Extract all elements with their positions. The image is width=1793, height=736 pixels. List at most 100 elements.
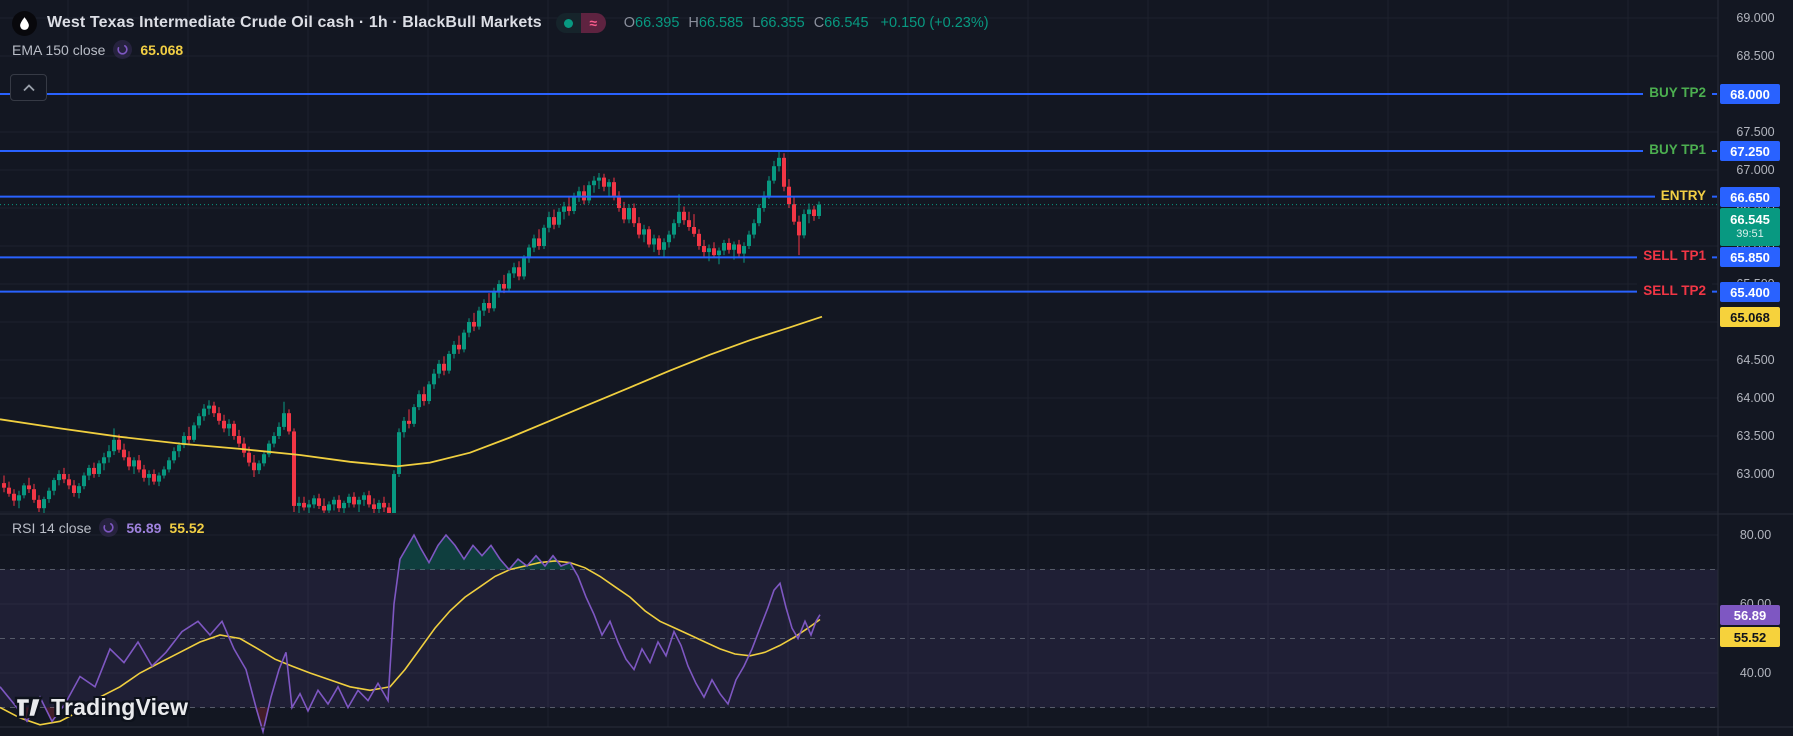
candle-body <box>102 457 106 464</box>
candle-body <box>87 467 91 476</box>
candle-body <box>567 206 571 212</box>
candle-body <box>287 413 291 432</box>
candle-body <box>697 233 701 246</box>
chevron-up-icon <box>22 83 35 91</box>
candle-body <box>487 303 491 309</box>
candle-body <box>727 242 731 250</box>
candle-body <box>152 474 156 482</box>
candle-body <box>632 208 636 224</box>
candle-body <box>67 479 71 486</box>
candle-body <box>237 436 241 444</box>
price-tick: 63.000 <box>1736 467 1775 481</box>
rsi-study-label: RSI 14 close <box>12 519 92 536</box>
rsi-ma-line[interactable] <box>0 560 821 726</box>
candle-body <box>682 211 686 221</box>
candle-body <box>32 489 36 500</box>
candle-body <box>702 246 706 253</box>
candle-body <box>137 460 141 470</box>
candle-body <box>397 432 401 474</box>
candle-body <box>147 474 151 478</box>
candle-body <box>562 206 566 212</box>
candle-body <box>297 502 301 506</box>
pane-collapse-button[interactable] <box>10 74 47 101</box>
tradingview-logo[interactable]: TradingView <box>14 694 188 721</box>
candle-body <box>742 246 746 254</box>
candle-body <box>207 405 211 409</box>
candle-body <box>117 439 121 450</box>
market-open-dot-icon <box>555 13 581 33</box>
price-tick: 68.500 <box>1736 49 1775 63</box>
candle-body <box>587 185 591 201</box>
candle-body <box>637 223 641 235</box>
axis-badge: 67.250 <box>1720 141 1780 161</box>
candle-body <box>167 460 171 470</box>
candle-body <box>777 157 781 167</box>
candle-body <box>202 408 206 417</box>
price-pane[interactable] <box>0 151 823 517</box>
candle-body <box>382 502 386 508</box>
candle-body <box>402 420 406 433</box>
candle-body <box>462 332 466 350</box>
candle-body <box>357 499 361 505</box>
level-label-entry[interactable]: ENTRY <box>1654 186 1712 204</box>
candle-body <box>57 474 61 481</box>
axis-badge: 66.545 39:51 <box>1720 208 1780 246</box>
ema-study-row[interactable]: EMA 150 close 65.068 <box>12 40 183 59</box>
ema-study-label: EMA 150 close <box>12 41 106 58</box>
candle-body <box>472 322 476 327</box>
candle-body <box>182 436 186 446</box>
market-status-pill[interactable]: ≈ <box>555 13 606 33</box>
candle-body <box>792 204 796 222</box>
ema-line[interactable] <box>0 315 823 468</box>
level-label-sell-tp1[interactable]: SELL TP1 <box>1637 247 1712 265</box>
price-change: +0.150 (+0.23%) <box>880 15 989 31</box>
level-label-buy-tp2[interactable]: BUY TP2 <box>1643 84 1712 101</box>
axis-badge: 55.52 <box>1720 627 1780 647</box>
candle-body <box>327 504 331 511</box>
candle-body <box>307 504 311 508</box>
candle-body <box>412 407 416 424</box>
candle-body <box>612 182 616 196</box>
candle-body <box>642 229 646 235</box>
candle-body <box>552 217 556 225</box>
candle-body <box>142 469 146 478</box>
candle-body <box>437 363 441 374</box>
candle-body <box>477 310 481 327</box>
candle-body <box>157 475 161 482</box>
candle-body <box>372 504 376 509</box>
candle-body <box>262 454 266 464</box>
candle-body <box>602 177 606 187</box>
candle-body <box>767 180 771 196</box>
candle-body <box>542 227 546 246</box>
candle-body <box>617 195 621 208</box>
candle-body <box>447 353 451 371</box>
candle-body <box>527 247 531 259</box>
level-label-sell-tp2[interactable]: SELL TP2 <box>1637 281 1712 299</box>
candle-body <box>7 487 11 494</box>
candle-body <box>812 209 816 216</box>
candle-body <box>72 485 76 493</box>
candle-body <box>377 502 381 509</box>
candle-body <box>787 186 791 205</box>
candle-body <box>712 248 716 256</box>
candle-body <box>187 436 191 440</box>
rsi-line[interactable] <box>0 533 821 735</box>
candle-body <box>82 475 86 487</box>
candle-body <box>537 238 541 246</box>
candle-body <box>417 394 421 408</box>
rsi-tick: 40.00 <box>1739 666 1772 680</box>
axis-badge: 66.650 <box>1720 187 1780 207</box>
candle-body <box>772 166 776 181</box>
rsi-study-row[interactable]: RSI 14 close 56.89 55.52 <box>12 518 204 537</box>
axis-badge: 68.000 <box>1720 84 1780 104</box>
price-tick: 67.500 <box>1736 125 1775 139</box>
symbol-title[interactable]: West Texas Intermediate Crude Oil cash ·… <box>47 14 542 31</box>
candle-body <box>732 244 736 250</box>
candle-body <box>337 499 341 509</box>
level-label-buy-tp1[interactable]: BUY TP1 <box>1643 141 1712 158</box>
candle-body <box>492 291 496 309</box>
price-tick: 64.000 <box>1736 391 1775 405</box>
